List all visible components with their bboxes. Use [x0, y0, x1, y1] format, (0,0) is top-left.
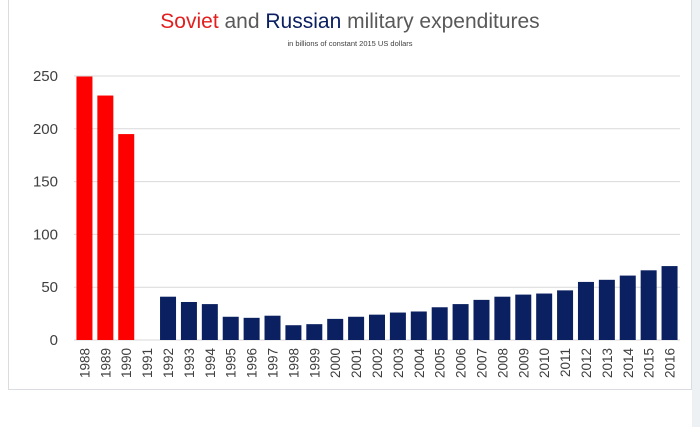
bar-russian-1998	[285, 325, 302, 340]
bar-russian-2010	[536, 293, 553, 340]
x-tick-label: 1989	[98, 348, 113, 378]
x-tick-label: 1991	[140, 348, 155, 378]
title-soviet: Soviet	[160, 10, 219, 33]
y-tick-label: 250	[33, 68, 58, 85]
bar-russian-1997	[264, 315, 281, 340]
bar-russian-2013	[598, 279, 615, 340]
bar-russian-2012	[577, 281, 594, 340]
bar-soviet-1988	[76, 76, 93, 340]
x-tick-label: 2015	[642, 348, 657, 378]
y-tick-label: 150	[33, 174, 58, 191]
chart-title: Soviet and Russian military expenditures	[0, 10, 700, 34]
bar-russian-2002	[369, 314, 385, 340]
bar-russian-2005	[431, 307, 448, 340]
x-tick-label: 2000	[328, 348, 343, 378]
bar-russian-2007	[473, 299, 490, 340]
x-tick-label: 2013	[600, 348, 615, 378]
x-tick-label: 1996	[245, 348, 260, 378]
x-tick-label: 1988	[77, 348, 92, 378]
title-rest: military expenditures	[341, 10, 540, 33]
x-tick-label: 2014	[621, 348, 636, 379]
bar-russian-2000	[327, 318, 344, 340]
x-tick-label: 1999	[307, 348, 322, 378]
bar-russian-2015	[640, 270, 657, 340]
x-tick-label: 1995	[224, 348, 239, 378]
x-tick-label: 2007	[474, 348, 489, 378]
bar-soviet-1990	[118, 134, 135, 340]
chart-subtitle: in billions of constant 2015 US dollars	[287, 39, 413, 48]
x-tick-label: 2012	[579, 348, 594, 378]
x-tick-label: 2016	[663, 348, 678, 378]
x-tick-label: 2002	[370, 348, 385, 378]
bar-russian-2009	[515, 294, 532, 340]
bar-russian-1993	[180, 301, 197, 340]
bar-russian-2016	[661, 266, 678, 340]
x-tick-label: 2003	[391, 348, 406, 378]
bar-russian-2003	[389, 312, 406, 340]
x-tick-label: 2010	[537, 348, 552, 378]
bar-russian-1992	[160, 296, 177, 340]
bar-russian-2014	[619, 275, 636, 340]
title-russian: Russian	[265, 10, 342, 33]
bar-russian-2008	[494, 296, 511, 340]
x-tick-label: 1994	[203, 348, 218, 379]
x-tick-label: 2006	[454, 348, 469, 378]
bar-russian-1995	[222, 316, 239, 340]
bar-russian-2001	[348, 316, 365, 340]
x-tick-label: 2008	[495, 348, 510, 378]
title-and: and	[218, 10, 266, 33]
x-tick-label: 2004	[412, 348, 427, 379]
bar-russian-2011	[557, 290, 574, 340]
x-tick-label: 1992	[161, 348, 176, 378]
page-edge-strip	[692, 0, 700, 427]
x-tick-label: 2009	[516, 348, 531, 378]
x-tick-label: 1990	[119, 348, 134, 378]
bar-russian-2004	[410, 311, 427, 340]
y-tick-label: 50	[41, 279, 58, 296]
bar-russian-1994	[201, 304, 218, 340]
y-tick-label: 100	[33, 226, 58, 243]
x-tick-label: 2005	[433, 348, 448, 378]
x-tick-label: 2011	[558, 348, 573, 377]
bar-russian-1996	[243, 317, 260, 340]
x-tick-label: 2001	[349, 348, 364, 378]
bar-russian-2006	[452, 304, 469, 340]
y-tick-label: 200	[33, 121, 58, 138]
y-tick-label: 0	[50, 332, 58, 349]
bar-soviet-1989	[97, 95, 114, 340]
x-tick-label: 1993	[182, 348, 197, 378]
bar-russian-1999	[306, 324, 323, 340]
x-tick-label: 1998	[286, 348, 301, 378]
x-tick-label: 1997	[266, 348, 281, 378]
